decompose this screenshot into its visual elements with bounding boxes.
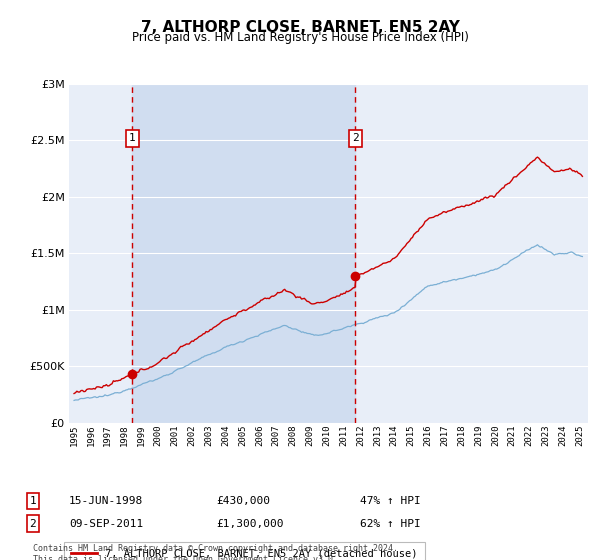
Text: 1: 1 [29,496,37,506]
Text: 1: 1 [129,133,136,143]
Text: 15-JUN-1998: 15-JUN-1998 [69,496,143,506]
Text: £430,000: £430,000 [216,496,270,506]
Bar [133,84,355,423]
Text: Price paid vs. HM Land Registry's House Price Index (HPI): Price paid vs. HM Land Registry's House … [131,31,469,44]
Text: Contains HM Land Registry data © Crown copyright and database right 2024.
This d: Contains HM Land Registry data © Crown c… [33,544,398,560]
Text: 2: 2 [352,133,359,143]
Text: 2: 2 [29,519,37,529]
Text: 47% ↑ HPI: 47% ↑ HPI [360,496,421,506]
Text: £1,300,000: £1,300,000 [216,519,284,529]
Text: 7, ALTHORP CLOSE, BARNET, EN5 2AY: 7, ALTHORP CLOSE, BARNET, EN5 2AY [140,20,460,35]
Legend: 7, ALTHORP CLOSE, BARNET, EN5 2AY (detached house), HPI: Average price, detached: 7, ALTHORP CLOSE, BARNET, EN5 2AY (detac… [64,542,425,560]
Text: 09-SEP-2011: 09-SEP-2011 [69,519,143,529]
Text: 62% ↑ HPI: 62% ↑ HPI [360,519,421,529]
